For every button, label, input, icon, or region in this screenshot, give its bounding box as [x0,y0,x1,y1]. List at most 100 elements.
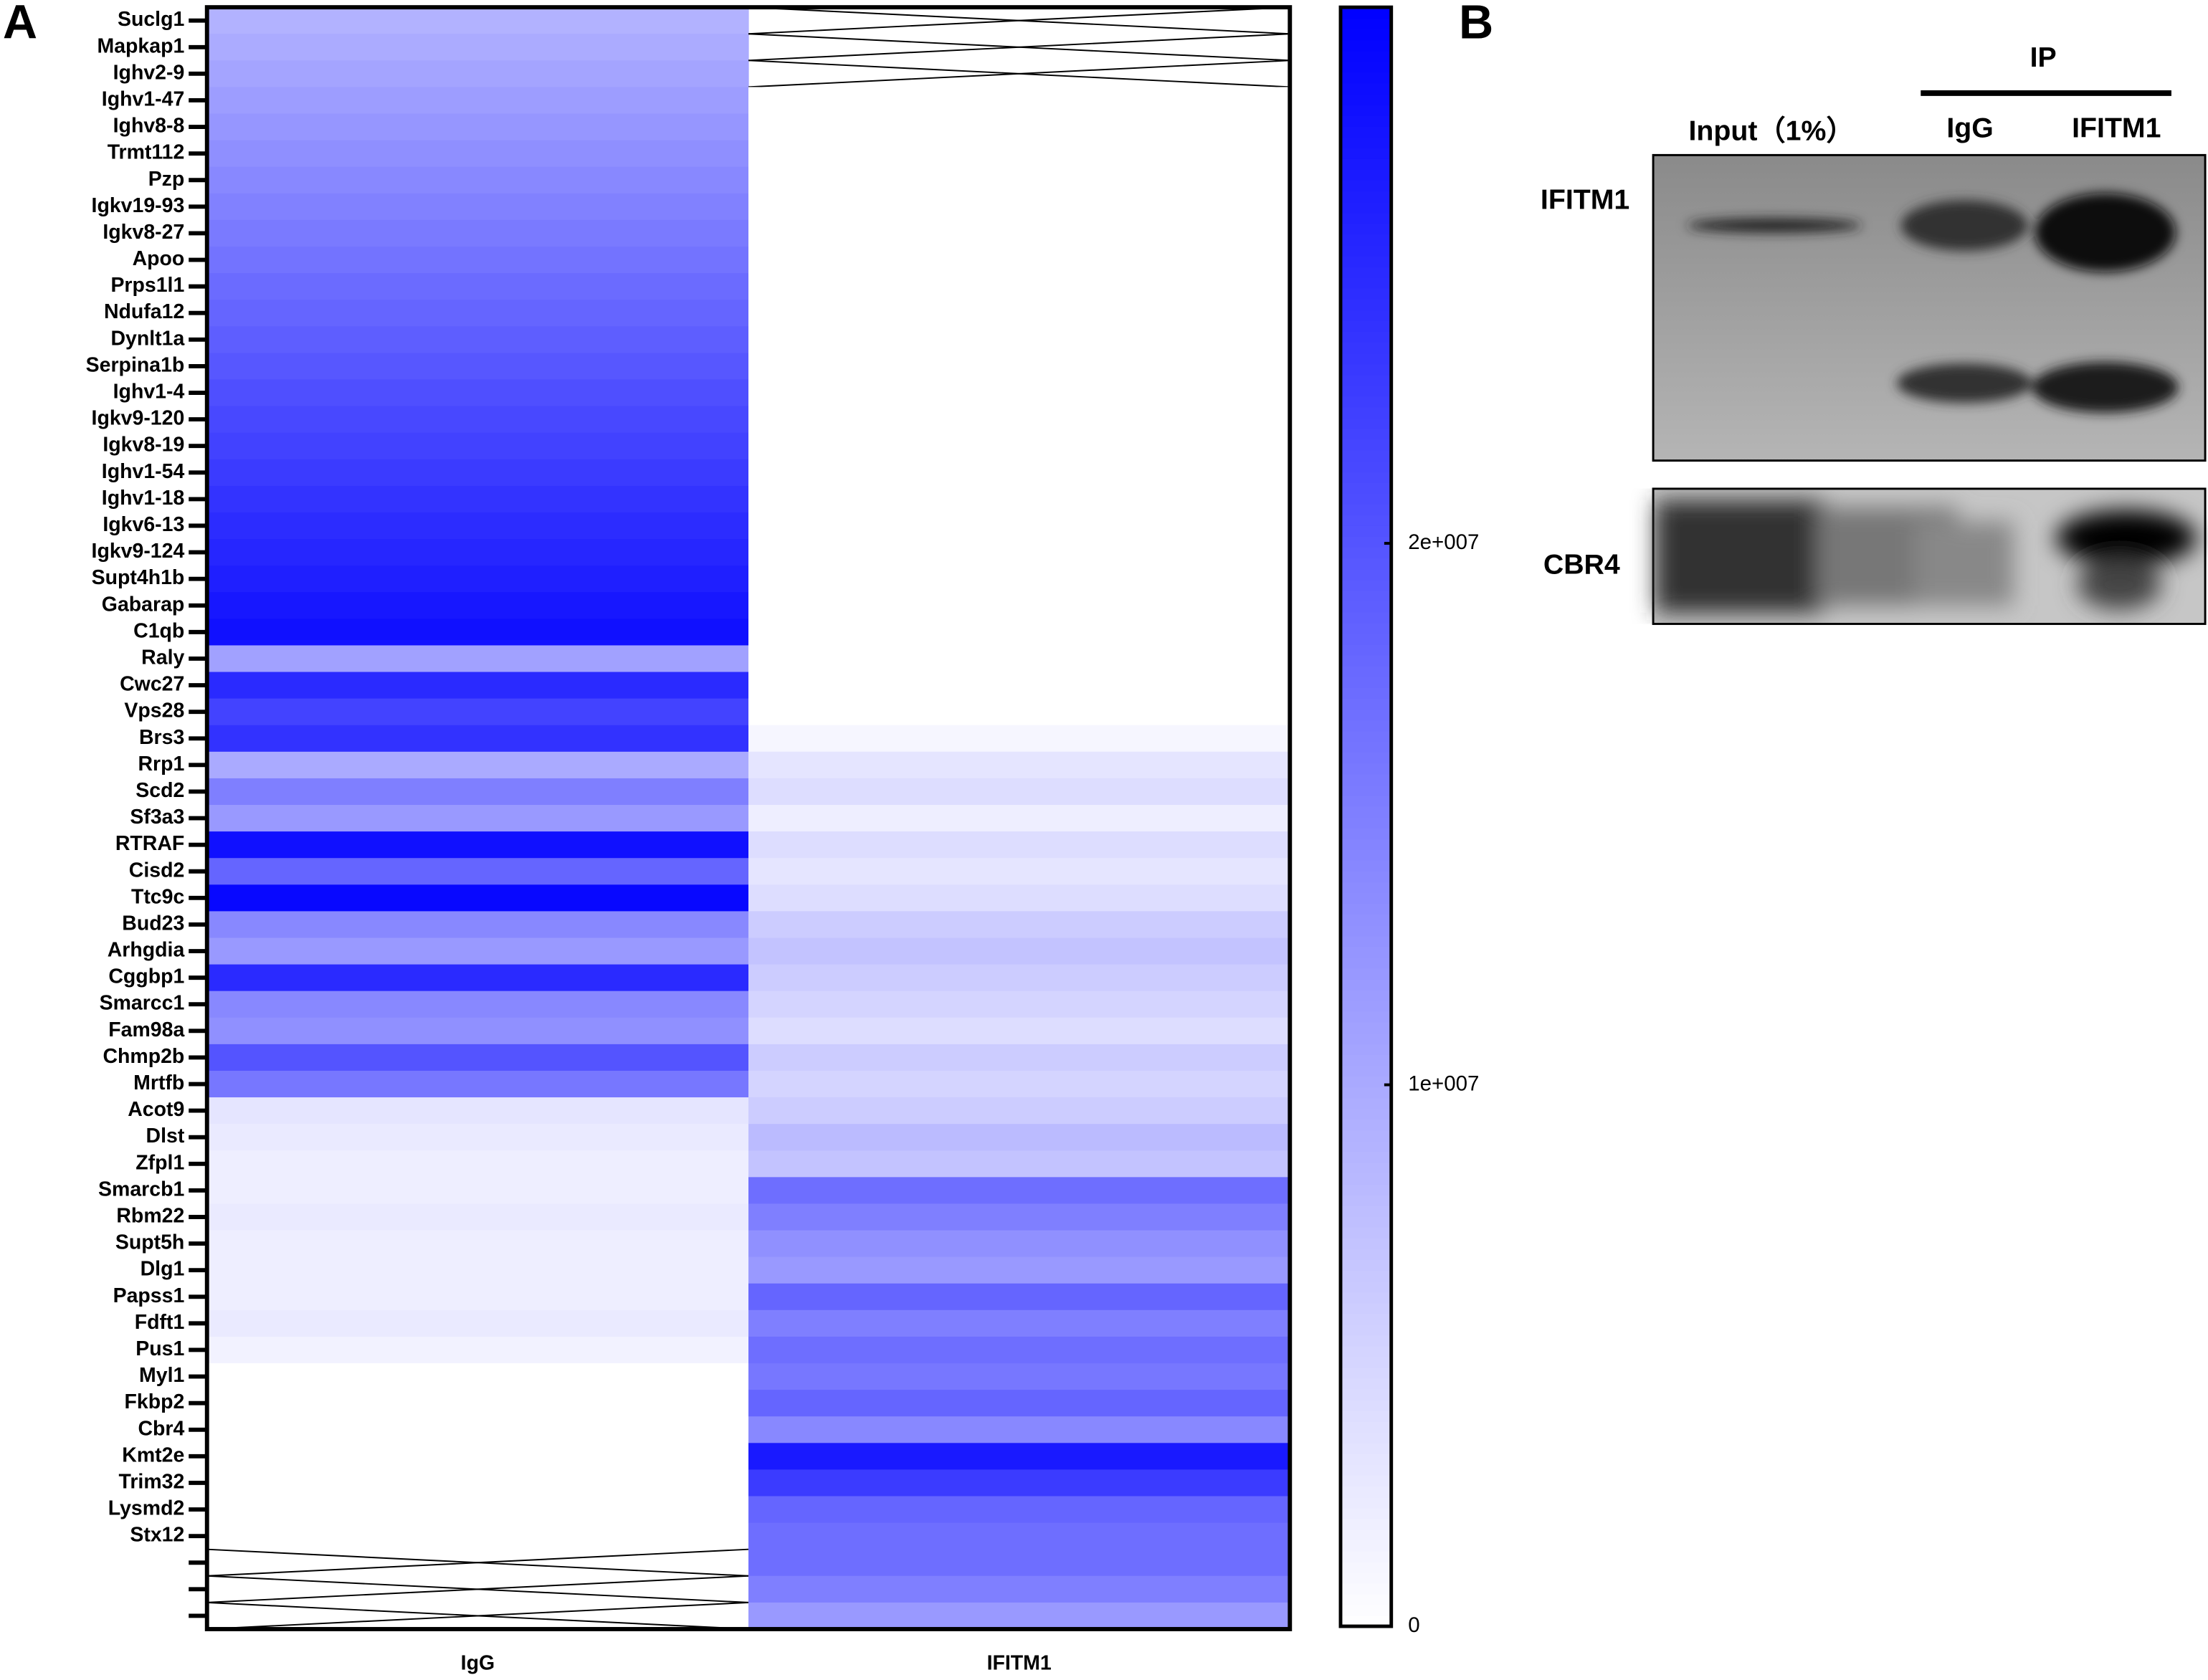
colorbar-step [1341,914,1391,926]
y-tick-label: Pzp [148,168,185,191]
cell [748,273,1290,300]
blot-ifitm1 [1652,153,2207,462]
cell [206,565,749,593]
colorbar-step [1341,1324,1391,1336]
colorbar-step [1341,1497,1391,1509]
colorbar-step [1341,611,1391,624]
colorbar-step [1341,1292,1391,1304]
cell [748,512,1290,540]
cell [748,884,1290,912]
cell [748,619,1290,646]
colorbar-step [1341,903,1391,915]
colorbar-step [1341,223,1391,235]
colorbar-step [1341,1194,1391,1206]
colorbar-step [1341,1108,1391,1120]
cell [206,1044,749,1072]
cell [748,432,1290,460]
colorbar-step [1341,396,1391,408]
cell [206,1177,749,1205]
cell [206,539,749,566]
cell [748,1230,1290,1258]
y-tick-label: Supt5h [115,1231,184,1254]
colorbar-step [1341,1216,1391,1228]
y-tick-label: Pus1 [135,1337,184,1360]
missing-cross [206,1601,749,1630]
cell [748,1017,1290,1045]
colorbar-step [1341,1226,1391,1238]
blot-cbr4 [1652,487,2207,625]
cell [748,87,1290,115]
cell [206,1309,749,1337]
colorbar-step [1341,784,1391,796]
colorbar-step [1341,1183,1391,1195]
cell [748,113,1290,141]
y-tick-label: Rrp1 [138,753,184,775]
y-tick-label: Cisd2 [129,859,185,882]
cell [748,140,1290,168]
colorbar-step [1341,1540,1391,1552]
cell [748,246,1290,274]
colorbar-step [1341,1507,1391,1519]
colorbar-step [1341,1043,1391,1055]
cell [206,60,749,88]
colorbar-step [1341,752,1391,764]
colorbar-step [1341,1087,1391,1099]
cell [206,1017,749,1045]
y-tick-label: Trmt112 [108,141,185,164]
y-tick-label: C1qb [133,619,184,642]
cell [748,964,1290,992]
colorbar-step [1341,18,1391,30]
colorbar-tick-label: 1e+007 [1408,1072,1479,1095]
cell [206,698,749,726]
colorbar-step [1341,525,1391,538]
cell [206,140,749,168]
cell [206,326,749,353]
colorbar-step [1341,978,1391,991]
colorbar-step [1341,1097,1391,1109]
cell [206,592,749,619]
colorbar-step [1341,503,1391,515]
cell [748,379,1290,407]
colorbar-step [1341,428,1391,440]
cell [748,672,1290,700]
colorbar-step [1341,169,1391,181]
y-tick-label: Suclg1 [118,8,185,31]
y-tick-label: Supt4h1b [92,566,185,589]
cell [748,1602,1290,1630]
colorbar-step [1341,1356,1391,1368]
cell [206,1283,749,1311]
cell [206,619,749,646]
y-tick-label: Trim32 [119,1470,185,1493]
cell [206,831,749,859]
y-tick-label: Raly [141,646,184,669]
cell [206,512,749,540]
colorbar-step [1341,1237,1391,1249]
cell [206,1469,749,1497]
cell [748,1443,1290,1470]
cell [206,1390,749,1417]
cell [206,805,749,832]
cell [748,1070,1290,1098]
cell [206,34,749,61]
colorbar-step [1341,201,1391,214]
cell [206,645,749,673]
cell [206,379,749,407]
cell [748,858,1290,885]
colorbar-step [1341,763,1391,775]
colorbar-step [1341,320,1391,332]
cell [206,459,749,487]
lane-label: IFITM1 [2072,112,2161,143]
cell [206,751,749,779]
colorbar-step [1341,93,1391,105]
colorbar-step [1341,773,1391,786]
colorbar-step [1341,622,1391,634]
colorbar-step [1341,1604,1391,1616]
colorbar-step [1341,697,1391,710]
y-tick-label: Sf3a3 [130,806,184,829]
cell [206,1203,749,1231]
colorbar-step [1341,1281,1391,1293]
colorbar-step [1341,341,1391,354]
cell [206,1097,749,1125]
cell [206,964,749,992]
y-tick-label: Dynlt1a [110,327,185,350]
